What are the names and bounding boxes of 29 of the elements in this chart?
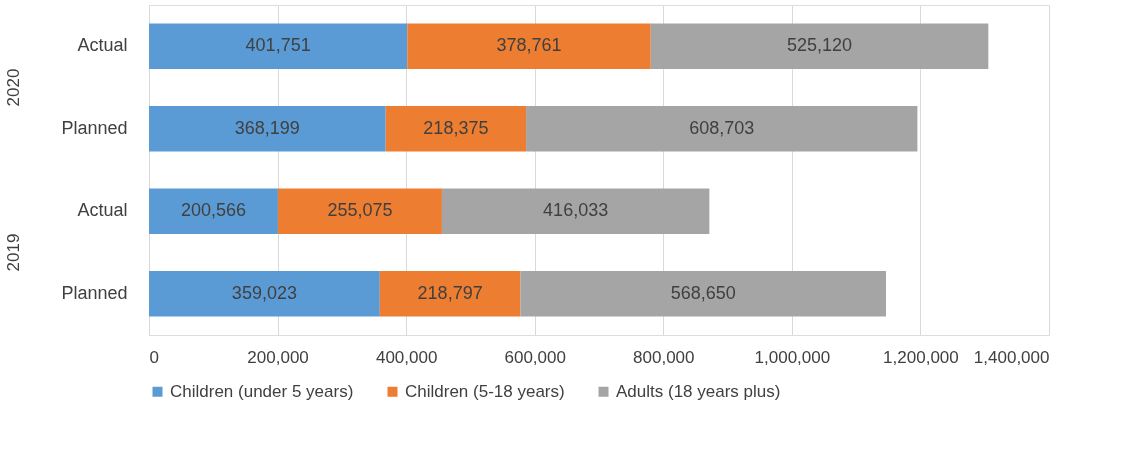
data-label: 401,751 [245,35,311,56]
x-tick-label: 1,200,000 [883,347,959,367]
data-label: 608,703 [689,117,755,138]
data-label: 525,120 [787,35,853,56]
data-label: 416,033 [543,200,609,221]
data-label: 359,023 [231,282,297,303]
text: 2020 [4,68,23,107]
x-tick-label: 200,000 [247,347,309,367]
data-label: 255,075 [327,200,393,221]
data-label: 218,375 [423,117,489,138]
data-label: 368,199 [234,117,300,138]
x-tick-label: 0 [149,347,159,367]
x-tick-label: 800,000 [633,347,695,367]
x-tick-label: 600,000 [504,347,566,367]
y-tick-label: Actual [77,200,128,221]
data-label: 218,797 [417,282,483,303]
data-label: 378,761 [496,35,562,56]
y-tick-label: Planned [61,117,128,138]
y-tick-label: Actual [77,35,128,56]
data-label: 568,650 [670,282,736,303]
x-tick-label: 1,400,000 [973,347,1050,367]
x-tick-label: 1,000,000 [754,347,831,367]
data-label: 200,566 [180,200,247,221]
text: 2019 [4,233,23,272]
legend-label: Children (5-18 years) [405,381,565,401]
legend-label: Children (under 5 years) [170,381,354,401]
y-tick-label: Planned [61,282,128,303]
x-tick-label: 400,000 [375,347,438,367]
legend-label: Adults (18 years plus) [616,381,781,401]
